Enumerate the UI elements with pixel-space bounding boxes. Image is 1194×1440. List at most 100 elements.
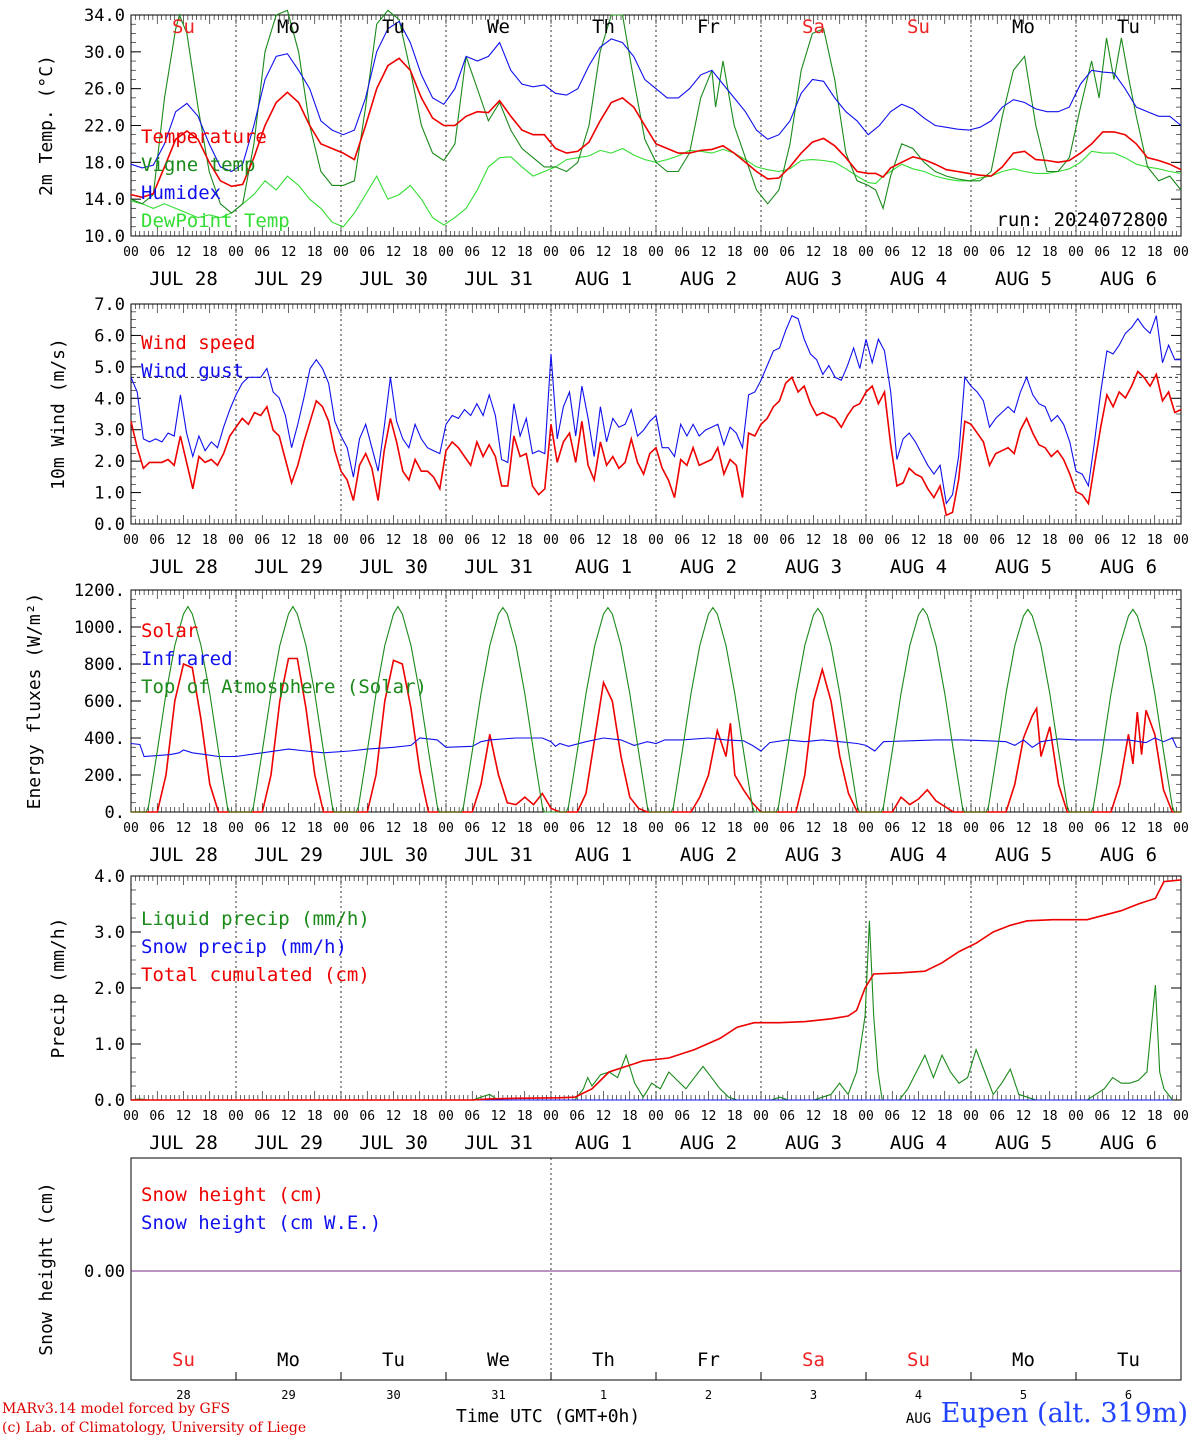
legend-entry: Solar [141, 620, 198, 642]
hour-label: 18 [1147, 821, 1163, 836]
date-label: JUL 29 [254, 556, 323, 578]
legend-entry: Vigne temp [141, 154, 255, 176]
legend-entry: Snow precip (mm/h) [141, 936, 347, 958]
hour-label: 18 [1042, 533, 1058, 548]
hour-label: 00 [123, 533, 139, 548]
hour-label: 00 [1068, 821, 1084, 836]
hour-label: 18 [307, 533, 323, 548]
y-tick-label: 4.0 [94, 389, 125, 409]
hour-label: 06 [884, 245, 900, 260]
hour-label: 00 [333, 821, 349, 836]
legend-entry: Snow height (cm) [141, 1184, 324, 1206]
hour-label: 18 [622, 821, 638, 836]
hour-label: 06 [989, 533, 1005, 548]
hour-label: 18 [1042, 821, 1058, 836]
hour-label: 18 [202, 1109, 218, 1124]
date-label: AUG 4 [890, 1132, 947, 1154]
y-tick-label: 7.0 [94, 295, 125, 315]
hour-label: 06 [149, 1109, 165, 1124]
hour-label: 06 [674, 1109, 690, 1124]
bottom-month-label: AUG [906, 1411, 931, 1427]
y-tick-label: 18.0 [84, 153, 125, 173]
date-label: AUG 4 [890, 556, 947, 578]
hour-label: 18 [622, 245, 638, 260]
hour-label: 06 [779, 1109, 795, 1124]
hour-label: 12 [386, 821, 402, 836]
weekday-label: Su [907, 16, 930, 38]
date-label: JUL 28 [149, 556, 218, 578]
hour-label: 00 [648, 821, 664, 836]
hour-label: 12 [806, 245, 822, 260]
y-tick-label: 3.0 [94, 421, 125, 441]
weekday-label: Tu [382, 16, 405, 38]
hour-label: 18 [412, 1109, 428, 1124]
weekday-label-bottom: Th [592, 1349, 615, 1371]
legend-entry: Humidex [141, 182, 221, 204]
hour-label: 00 [648, 1109, 664, 1124]
weekday-label: Su [172, 16, 195, 38]
date-label: AUG 6 [1100, 1132, 1157, 1154]
hour-label: 12 [1016, 245, 1032, 260]
hour-label: 00 [438, 245, 454, 260]
y-tick-label: 200. [84, 766, 125, 786]
series-line [131, 879, 1182, 1101]
series-line [130, 737, 1178, 758]
hour-label: 18 [1042, 1109, 1058, 1124]
weekday-label: Tu [1117, 16, 1140, 38]
date-label: JUL 31 [464, 268, 533, 290]
panel-1: 00 06 12 18 00 06 12 18 00 06 12 18 00 06 12 18 00 06 12 18… [36, 6, 1189, 290]
hour-label: 18 [412, 821, 428, 836]
weekday-label-bottom: Su [907, 1349, 930, 1371]
hour-label: 00 [228, 533, 244, 548]
weekday-label: Mo [1012, 16, 1035, 38]
hour-label: 12 [281, 533, 297, 548]
hour-label: 06 [254, 1109, 270, 1124]
date-label: AUG 2 [680, 844, 737, 866]
weekday-label-bottom: Mo [277, 1349, 300, 1371]
panel-4: 00 06 12 18 00 06 12 18 00 06 12 18 00 06 12 18 00 06 12 18… [48, 867, 1189, 1154]
date-label: JUL 29 [254, 268, 323, 290]
hour-label: 18 [937, 245, 953, 260]
y-tick-label: 5.0 [94, 358, 125, 378]
date-label: JUL 29 [254, 844, 323, 866]
legend-entry: Wind gust [141, 360, 244, 382]
bottom-day-number: 5 [1020, 1388, 1027, 1402]
y-axis-label: Precip (mm/h) [48, 918, 69, 1059]
hour-label: 12 [386, 245, 402, 260]
panel-5: 0.00 Snow height (cm) Snow height (cm) Snow… [36, 1157, 1182, 1381]
hour-label: 18 [622, 1109, 638, 1124]
hour-label: 06 [884, 533, 900, 548]
hour-label: 12 [701, 245, 717, 260]
hour-label: 00 [228, 245, 244, 260]
hour-label: 12 [1016, 533, 1032, 548]
hour-label: 00 [123, 821, 139, 836]
weekday-label: Sa [802, 16, 825, 38]
date-label: AUG 3 [785, 844, 842, 866]
y-tick-label: 2.0 [94, 979, 125, 999]
hour-label: 00 [963, 821, 979, 836]
hour-label: 12 [386, 1109, 402, 1124]
hour-label: 18 [307, 821, 323, 836]
date-label: AUG 3 [785, 268, 842, 290]
hour-label: 12 [911, 821, 927, 836]
series-line [130, 147, 1182, 228]
panel-2: 00 06 12 18 00 06 12 18 00 06 12 18 00 06 12 18 00 06 12 18… [48, 295, 1189, 578]
hour-label: 06 [779, 533, 795, 548]
hour-label: 06 [359, 821, 375, 836]
weekday-label-bottom: Sa [802, 1349, 825, 1371]
y-tick-label: 600. [84, 692, 125, 712]
hour-label: 12 [491, 1109, 507, 1124]
y-tick-label: 1.0 [94, 1035, 125, 1055]
hour-label: 18 [727, 821, 743, 836]
hour-label: 06 [359, 245, 375, 260]
hour-label: 18 [1147, 533, 1163, 548]
hour-label: 00 [438, 1109, 454, 1124]
y-tick-label: 4.0 [94, 867, 125, 887]
hour-label: 06 [464, 533, 480, 548]
hour-label: 00 [333, 245, 349, 260]
bottom-day-number: 4 [915, 1388, 922, 1402]
weekday-label-bottom: Mo [1012, 1349, 1035, 1371]
y-axis-label: Energy fluxes (W/m²) [24, 593, 45, 810]
date-label: JUL 30 [359, 844, 428, 866]
